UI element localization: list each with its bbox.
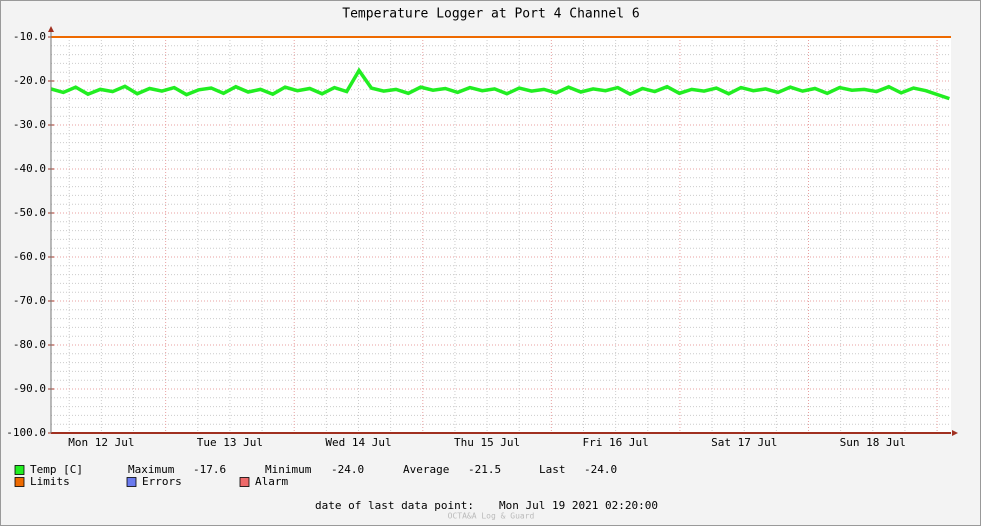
- stat-value: -17.6: [193, 463, 226, 476]
- x-tick-label: Mon 12 Jul: [68, 436, 134, 449]
- legend-swatch: [14, 465, 25, 475]
- legend-label: Alarm: [255, 475, 288, 488]
- y-tick-label: -70.0: [13, 294, 46, 307]
- legend-label: Limits: [30, 475, 70, 488]
- legend-swatch: [239, 477, 250, 487]
- stat-value: -21.5: [468, 463, 501, 476]
- x-tick-label: Wed 14 Jul: [325, 436, 391, 449]
- x-axis-arrow: [952, 430, 958, 436]
- y-tick-label: -80.0: [13, 338, 46, 351]
- watermark: OCTA&A Log & Guard: [448, 512, 535, 521]
- data-line: [50, 67, 950, 101]
- footer-label: date of last data point:: [315, 499, 474, 512]
- stat-name: Minimum: [265, 463, 312, 476]
- y-tick-label: -60.0: [13, 250, 46, 263]
- x-tick-label: Thu 15 Jul: [454, 436, 520, 449]
- labels: -10.0 -20.0 -30.0 -40.0 -50.0 -60.0 -70.0 -80.0…: [6, 30, 906, 449]
- y-tick-label: -100.0: [6, 426, 46, 439]
- y-axis-arrow: [48, 26, 54, 32]
- legend-label: Temp [C]: [30, 463, 83, 476]
- chart-title: Temperature Logger at Port 4 Channel 6: [342, 7, 639, 22]
- stat-name: Last: [539, 463, 566, 476]
- footer-value: Mon Jul 19 2021 02:20:00: [499, 499, 658, 512]
- x-tick-label: Fri 16 Jul: [583, 436, 649, 449]
- plot-area: [51, 37, 951, 433]
- y-tick-label: -30.0: [13, 118, 46, 131]
- legend-swatch: [14, 477, 25, 487]
- marks: [50, 36, 951, 434]
- y-tick-label: -50.0: [13, 206, 46, 219]
- x-tick-label: Tue 13 Jul: [197, 436, 263, 449]
- stat-value: -24.0: [584, 463, 617, 476]
- stat-name: Maximum: [128, 463, 175, 476]
- x-tick-label: Sat 17 Jul: [711, 436, 777, 449]
- legend-swatch: [126, 477, 137, 487]
- x-tick-label: Sun 18 Jul: [840, 436, 906, 449]
- legend: Temp [C] Maximum -17.6 Minimum -24.0 Average -…: [14, 463, 617, 488]
- stat-value: -24.0: [331, 463, 364, 476]
- y-tick-label: -90.0: [13, 382, 46, 395]
- y-tick-label: -40.0: [13, 162, 46, 175]
- legend-label: Errors: [142, 475, 182, 488]
- stat-name: Average: [403, 463, 449, 476]
- y-tick-label: -10.0: [13, 30, 46, 43]
- grid: [48, 36, 951, 434]
- y-tick-label: -20.0: [13, 74, 46, 87]
